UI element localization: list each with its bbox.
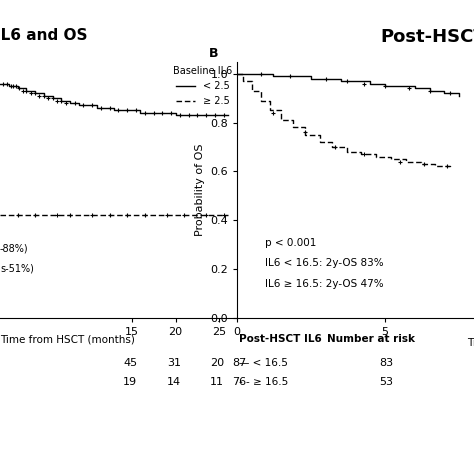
Text: p < 0.001: p < 0.001 <box>265 238 317 248</box>
Text: 31: 31 <box>167 358 181 368</box>
Text: 45: 45 <box>123 358 137 368</box>
Text: IL6 and OS: IL6 and OS <box>0 28 88 43</box>
Legend: < 2.5, ≥ 2.5: < 2.5, ≥ 2.5 <box>173 66 232 106</box>
Text: 11: 11 <box>210 377 224 387</box>
Text: Time from HSCT (months): Time from HSCT (months) <box>0 334 135 344</box>
Text: Number at risk: Number at risk <box>327 334 415 344</box>
Y-axis label: Probability of OS: Probability of OS <box>195 143 205 236</box>
Text: Tim: Tim <box>467 338 474 348</box>
Text: IL6 ≥ 16.5: 2y-OS 47%: IL6 ≥ 16.5: 2y-OS 47% <box>265 279 384 289</box>
Text: 83: 83 <box>379 358 393 368</box>
Text: IL6 < 16.5: 2y-OS 83%: IL6 < 16.5: 2y-OS 83% <box>265 258 384 268</box>
Text: 76: 76 <box>232 377 246 387</box>
Text: 53: 53 <box>379 377 393 387</box>
Text: 20: 20 <box>210 358 224 368</box>
Text: s-51%): s-51%) <box>0 264 34 273</box>
Text: 14: 14 <box>167 377 181 387</box>
Text: - - ≥ 16.5: - - ≥ 16.5 <box>239 377 289 387</box>
Text: 87: 87 <box>232 358 246 368</box>
Text: Post-HSCT IL6: Post-HSCT IL6 <box>239 334 322 344</box>
Text: B: B <box>209 46 218 60</box>
Text: -88%): -88%) <box>0 243 28 253</box>
Text: — < 16.5: — < 16.5 <box>239 358 288 368</box>
Text: Post-HSCT: Post-HSCT <box>380 28 474 46</box>
Text: 19: 19 <box>123 377 137 387</box>
